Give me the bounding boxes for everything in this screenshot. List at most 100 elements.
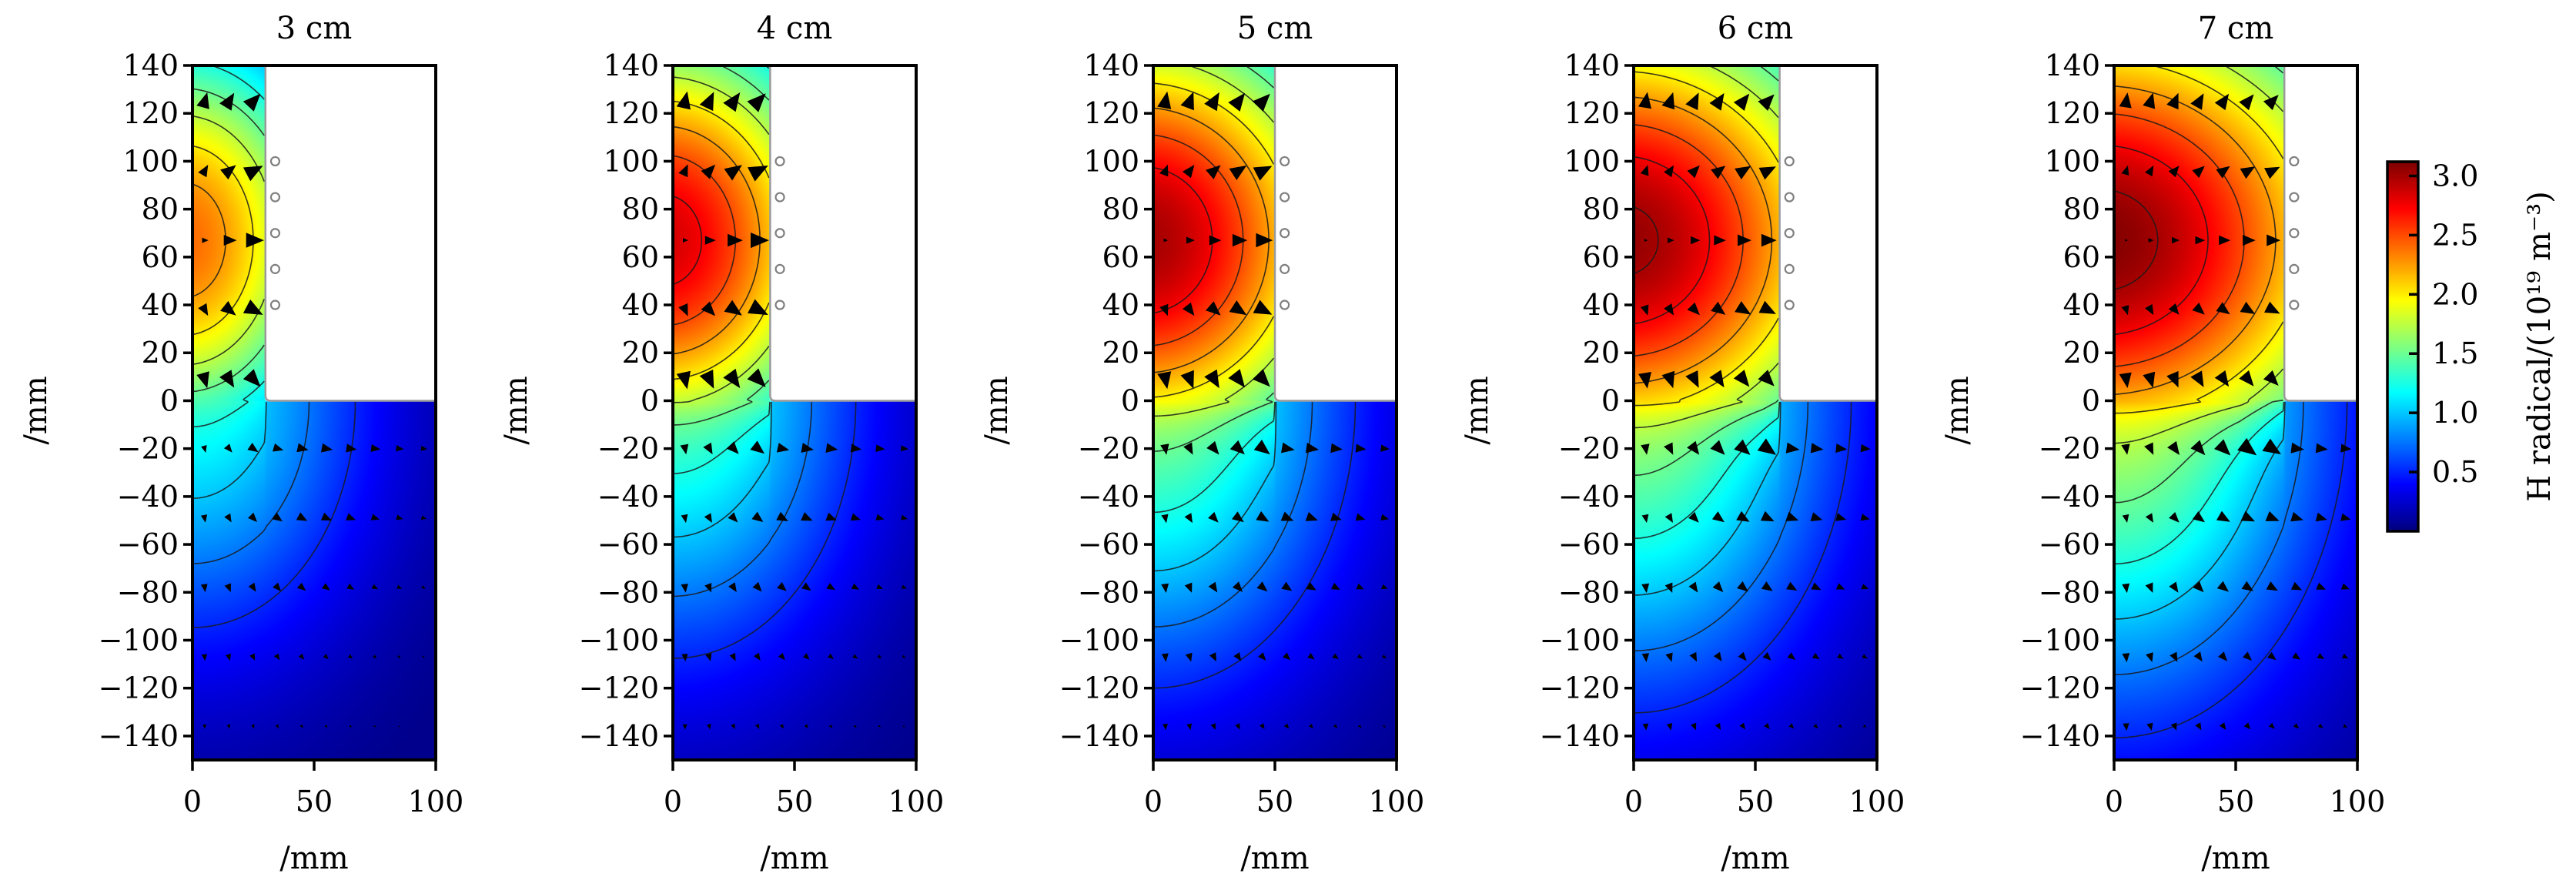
flux-arrow [2193, 651, 2203, 662]
flux-arrow [1787, 652, 1796, 660]
flux-arrow [2119, 92, 2132, 109]
flux-arrow [747, 368, 766, 387]
contour-1 [193, 402, 267, 499]
flux-arrow [676, 91, 691, 110]
y-tick-label: −40 [597, 480, 659, 514]
y-tick-label: 0 [1601, 383, 1620, 417]
flux-arrow [1258, 652, 1266, 661]
flux-arrow [2214, 439, 2231, 456]
flux-arrow [1260, 723, 1265, 729]
flux-arrow [296, 443, 309, 453]
flux-arrow [1232, 511, 1244, 523]
probe-point [1784, 228, 1795, 239]
flux-arrow [1764, 723, 1770, 729]
flux-arrow [748, 299, 768, 316]
flux-arrow [852, 654, 858, 659]
flux-arrow [1735, 166, 1751, 179]
probe-point [2289, 156, 2300, 167]
flux-arrow [2121, 165, 2129, 176]
flux-arrow [2169, 512, 2180, 523]
flux-arrow [421, 585, 426, 589]
flux-arrow [296, 582, 306, 591]
colorbar-frame [2386, 160, 2420, 533]
flux-arrow [1186, 723, 1192, 731]
x-tick-label: 50 [1256, 785, 1293, 818]
flux-arrow [2239, 370, 2254, 387]
flux-arrow [1641, 653, 1650, 662]
y-tick-label: 40 [2063, 288, 2100, 322]
flux-arrow [226, 653, 231, 661]
y-tick-label: 80 [142, 192, 179, 226]
flux-arrow [1256, 233, 1273, 248]
flux-arrow [2243, 235, 2256, 246]
flux-arrow [1640, 304, 1649, 316]
flux-arrow [1380, 514, 1389, 520]
flux-arrow [678, 164, 688, 178]
flux-arrow [2145, 582, 2153, 593]
contour-2.25 [1634, 96, 1773, 384]
probe-point [269, 263, 281, 274]
probe-point [774, 192, 785, 203]
flux-arrow [2166, 370, 2179, 388]
flux-arrow [723, 92, 741, 112]
flux-arrow [1714, 235, 1726, 246]
flux-arrow [2316, 582, 2327, 590]
flux-arrow [699, 92, 714, 112]
flux-arrow [2123, 723, 2129, 731]
electrode-wall [769, 64, 918, 402]
electrode-wall [1273, 64, 1398, 402]
flux-arrow [322, 583, 330, 591]
flux-arrow [1737, 581, 1748, 592]
x-tick-label: 100 [408, 785, 464, 818]
flux-arrow [196, 92, 209, 109]
flux-arrow [1762, 651, 1771, 661]
contour-0.75 [2115, 401, 2304, 675]
flux-arrow [2144, 442, 2154, 455]
probe-points [774, 156, 785, 310]
flux-arrow [704, 513, 712, 523]
flux-arrow [1358, 724, 1362, 728]
flux-arrow [1758, 94, 1775, 111]
x-tick-label: 0 [664, 785, 682, 818]
flux-arrow [1355, 513, 1366, 521]
y-tick-label: 140 [122, 49, 179, 82]
flux-arrow [1161, 653, 1169, 662]
flux-arrow [1664, 513, 1673, 523]
probe-points [1784, 156, 1795, 310]
y-tick-label: 140 [1564, 49, 1620, 82]
flux-arrow [1229, 440, 1245, 455]
flux-arrow [1709, 370, 1725, 388]
flux-arrow [1711, 301, 1726, 315]
flux-arrow [877, 654, 882, 658]
contour-2.5 [1634, 124, 1744, 356]
y-tick-label: 100 [122, 144, 179, 178]
y-tick-label: 140 [603, 49, 659, 82]
flux-arrow [1235, 723, 1240, 730]
flux-arrow [2240, 166, 2256, 179]
flux-arrow [219, 92, 235, 111]
x-tick-label: 100 [888, 785, 945, 818]
flux-arrow [2219, 722, 2226, 730]
flux-arrow [223, 235, 237, 246]
flux-arrow [1256, 510, 1270, 522]
flux-arrow [2119, 372, 2132, 388]
x-axis: 0 50 100/mm [1144, 760, 1424, 876]
x-tick-label: 100 [1849, 785, 1905, 818]
x-axis: 0 50 100/mm [2105, 760, 2385, 876]
flux-arrow [1837, 653, 1844, 659]
flux-arrow [2122, 583, 2130, 594]
y-tick-label: −100 [1059, 623, 1139, 657]
flux-arrows [1157, 91, 1390, 731]
flux-arrow [1228, 369, 1246, 388]
contour-3 [2115, 190, 2159, 290]
flux-arrow [2195, 236, 2206, 245]
flux-arrow [202, 237, 209, 243]
flux-arrow [243, 166, 263, 182]
flux-arrow [2216, 166, 2230, 179]
flux-arrow [273, 582, 282, 591]
probe-point [774, 228, 785, 239]
y-tick-label: 100 [2044, 144, 2100, 178]
flux-arrow [747, 93, 766, 112]
flux-arrow [802, 653, 810, 660]
x-axis-label: /mm [1240, 841, 1309, 876]
